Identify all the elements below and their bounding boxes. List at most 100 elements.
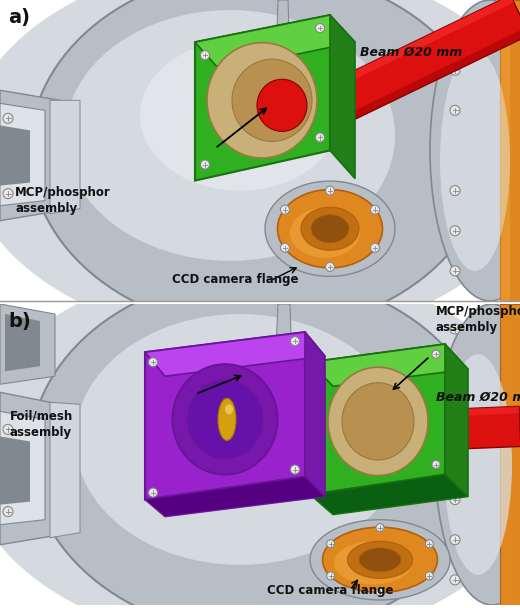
Ellipse shape [65,10,395,261]
Circle shape [3,188,13,199]
Ellipse shape [30,0,490,331]
Text: Foil/mesh
assembly: Foil/mesh assembly [10,410,73,439]
Polygon shape [0,392,60,545]
Ellipse shape [310,520,450,600]
Ellipse shape [342,383,414,460]
Text: b): b) [8,312,31,331]
Circle shape [450,185,460,196]
Circle shape [3,113,13,123]
Polygon shape [0,412,45,525]
Circle shape [280,205,290,214]
Polygon shape [50,100,80,213]
Polygon shape [50,402,80,537]
Ellipse shape [311,215,349,243]
Circle shape [450,535,460,545]
Ellipse shape [275,58,291,66]
Circle shape [314,368,322,376]
Ellipse shape [278,190,383,268]
Ellipse shape [232,59,312,142]
Ellipse shape [290,208,360,258]
Ellipse shape [430,0,520,301]
Circle shape [432,350,440,358]
Polygon shape [310,474,468,514]
Polygon shape [240,0,520,165]
Circle shape [450,575,460,585]
Polygon shape [500,304,520,605]
Circle shape [371,243,380,252]
Ellipse shape [347,541,412,578]
Circle shape [201,50,210,60]
Circle shape [450,404,460,415]
Circle shape [432,460,440,469]
Polygon shape [0,125,30,185]
Ellipse shape [0,264,520,608]
Polygon shape [305,332,325,497]
Ellipse shape [257,79,307,131]
Circle shape [149,358,158,367]
Circle shape [149,488,158,497]
Ellipse shape [265,181,395,277]
Polygon shape [500,0,520,301]
Circle shape [450,495,460,505]
Ellipse shape [301,207,359,250]
Text: Beam Ø20 mm: Beam Ø20 mm [436,391,520,404]
Polygon shape [276,0,290,62]
Circle shape [314,483,322,491]
Polygon shape [0,437,30,505]
Circle shape [450,105,460,116]
Circle shape [326,262,334,271]
Circle shape [450,364,460,374]
Circle shape [425,572,433,580]
Polygon shape [145,332,325,376]
Text: Beam Ø20 mm: Beam Ø20 mm [360,46,462,58]
Polygon shape [500,0,510,301]
Circle shape [327,572,335,580]
Circle shape [425,540,433,548]
Polygon shape [145,477,325,517]
Circle shape [450,266,460,276]
Circle shape [450,25,460,35]
Circle shape [316,24,324,33]
Circle shape [201,160,210,169]
Ellipse shape [0,0,520,341]
Circle shape [376,588,384,596]
Polygon shape [145,332,305,500]
Circle shape [3,506,13,517]
Circle shape [291,337,300,345]
Circle shape [280,243,290,252]
Ellipse shape [173,364,278,474]
Polygon shape [195,15,355,70]
Polygon shape [5,314,40,371]
Ellipse shape [275,367,293,376]
Ellipse shape [188,380,263,458]
Ellipse shape [218,398,236,440]
Ellipse shape [145,344,345,495]
Ellipse shape [444,354,512,575]
Ellipse shape [30,274,490,608]
Polygon shape [0,91,60,221]
Circle shape [371,205,380,214]
Circle shape [376,523,384,532]
Circle shape [291,465,300,474]
Ellipse shape [435,304,520,605]
Polygon shape [154,406,520,461]
Ellipse shape [328,367,428,475]
Ellipse shape [359,548,401,572]
Ellipse shape [322,527,437,592]
Ellipse shape [75,314,405,565]
Ellipse shape [225,404,233,415]
Polygon shape [275,304,292,371]
Polygon shape [310,344,468,386]
Circle shape [450,324,460,334]
Polygon shape [240,0,514,133]
Circle shape [450,226,460,236]
Circle shape [326,186,334,195]
Circle shape [316,133,324,142]
Polygon shape [154,406,519,429]
Ellipse shape [140,40,340,191]
Text: a): a) [8,8,30,27]
Circle shape [450,65,460,75]
Ellipse shape [334,541,412,584]
Ellipse shape [440,50,510,271]
Circle shape [3,424,13,434]
